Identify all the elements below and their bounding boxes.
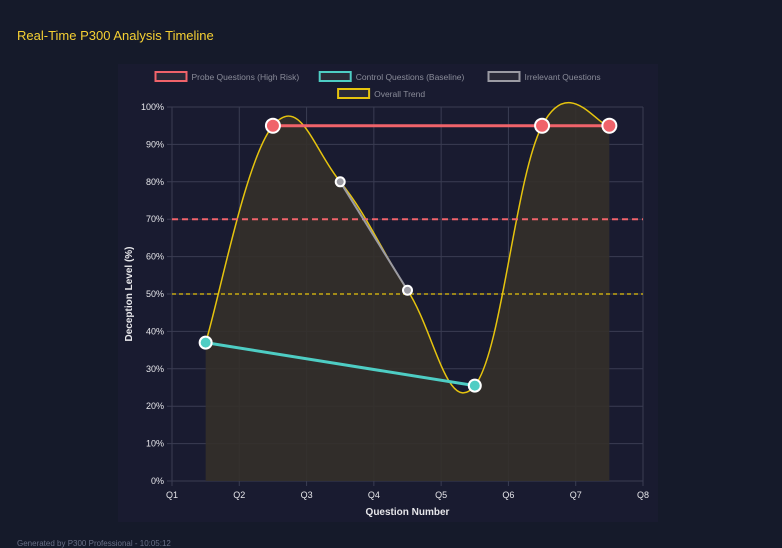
- x-tick-label: Q2: [233, 490, 245, 500]
- y-tick-label: 30%: [146, 364, 164, 374]
- series-line: [339, 181, 409, 291]
- legend-swatch: [337, 88, 371, 99]
- y-tick-label: 90%: [146, 139, 164, 149]
- x-axis-label: Question Number: [366, 507, 450, 518]
- x-tick-label: Q6: [502, 490, 514, 500]
- x-tick-label: Q7: [570, 490, 582, 500]
- x-tick-label: Q5: [435, 490, 447, 500]
- page-title: Real-Time P300 Analysis Timeline: [17, 28, 214, 43]
- y-tick-label: 80%: [146, 177, 164, 187]
- y-axis-label: Deception Level (%): [124, 246, 135, 341]
- y-tick-label: 0%: [151, 476, 164, 486]
- series-line: [205, 341, 476, 388]
- legend-label: Probe Questions (High Risk): [192, 72, 300, 82]
- y-tick-label: 10%: [146, 439, 164, 449]
- legend-swatch: [318, 71, 352, 82]
- legend-label: Irrelevant Questions: [525, 72, 601, 82]
- data-point: [534, 117, 551, 134]
- data-point: [601, 117, 618, 134]
- y-tick-label: 60%: [146, 252, 164, 262]
- x-tick-label: Q8: [637, 490, 649, 500]
- y-tick-label: 40%: [146, 326, 164, 336]
- x-tick-label: Q1: [166, 490, 178, 500]
- data-point: [198, 335, 213, 350]
- data-point: [467, 378, 482, 393]
- y-tick-label: 70%: [146, 214, 164, 224]
- data-point: [334, 176, 346, 188]
- y-tick-label: 50%: [146, 289, 164, 299]
- trend-line: [204, 101, 610, 394]
- y-tick-label: 20%: [146, 401, 164, 411]
- legend-swatch: [154, 71, 188, 82]
- legend-swatch: [487, 71, 521, 82]
- x-tick-label: Q4: [368, 490, 380, 500]
- y-tick-label: 100%: [141, 102, 164, 112]
- data-point: [402, 284, 413, 296]
- legend-label: Control Questions (Baseline): [356, 72, 465, 82]
- data-point: [264, 117, 281, 134]
- x-tick-label: Q3: [301, 490, 313, 500]
- legend-label: Overall Trend: [374, 89, 425, 99]
- footer-text: Generated by P300 Professional - 10:05:1…: [17, 539, 171, 548]
